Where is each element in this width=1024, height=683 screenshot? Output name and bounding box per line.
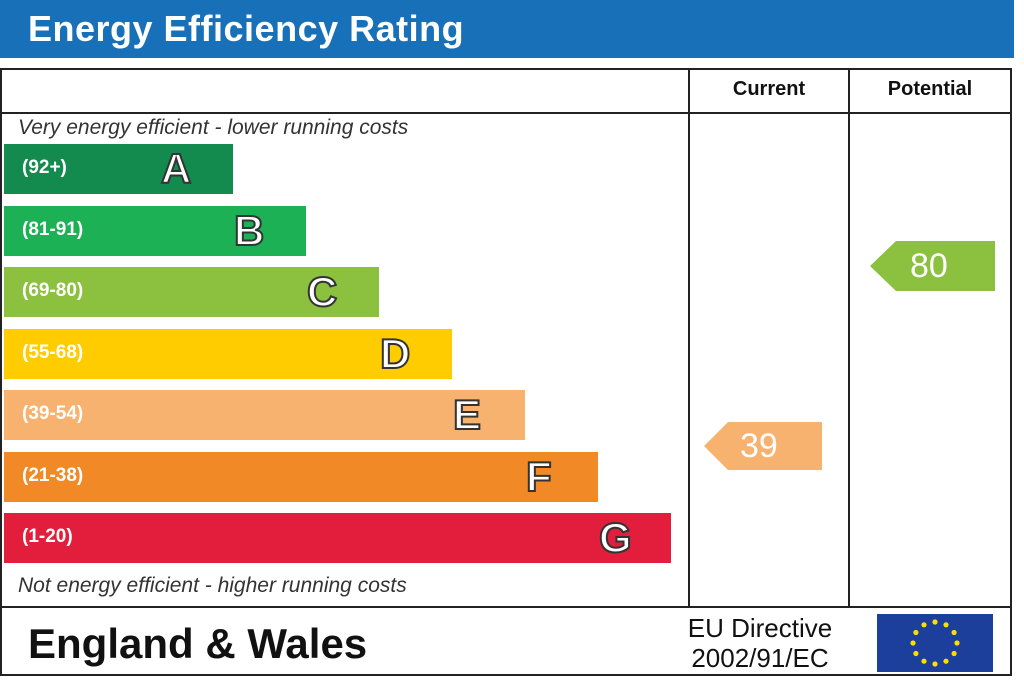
band-range-label: (39-54) xyxy=(22,403,84,424)
band-a: (92+) A xyxy=(4,144,233,194)
band-c: (69-80) C xyxy=(4,267,379,317)
title-bar: Energy Efficiency Rating xyxy=(0,0,1014,58)
band-letter: D xyxy=(379,329,411,378)
band-letter: C xyxy=(306,267,338,316)
column-current: Current xyxy=(732,78,806,100)
band-b: (81-91) B xyxy=(4,205,306,256)
band-d: (55-68) D xyxy=(4,328,452,379)
current-arrow-shape xyxy=(704,422,822,470)
eu-flag-icon xyxy=(877,614,993,672)
eu-star xyxy=(921,658,927,664)
eu-star xyxy=(943,658,949,664)
eu-directive: EU Directive 2002/91/EC xyxy=(660,613,860,673)
bottom-note: Not energy efficient - higher running co… xyxy=(18,574,407,597)
potential-rating-arrow: 80 xyxy=(870,241,995,291)
divider-right xyxy=(848,68,850,608)
eu-flag-stars xyxy=(910,619,960,667)
band-range-label: (1-20) xyxy=(22,526,73,547)
top-note: Very energy efficient - lower running co… xyxy=(18,116,409,139)
rating-table xyxy=(0,68,1012,676)
current-rating-value: 39 xyxy=(740,427,778,465)
directive-line-2: 2002/91/EC xyxy=(691,643,829,673)
header-rule xyxy=(0,112,1012,114)
footer-rule xyxy=(0,606,1012,608)
current-arrow-polygon xyxy=(704,422,822,470)
eu-star xyxy=(943,622,949,628)
potential-arrow-shape xyxy=(870,241,995,291)
band-letter: E xyxy=(452,390,482,439)
band-letter: A xyxy=(160,144,192,193)
eu-star xyxy=(910,640,916,646)
band-range-label: (21-38) xyxy=(22,464,84,486)
column-potential: Potential xyxy=(887,78,973,100)
eu-star xyxy=(951,629,957,636)
band-f: (21-38) F xyxy=(4,451,598,502)
band-letter: F xyxy=(525,452,553,501)
eu-star xyxy=(951,650,957,657)
potential-rating-value: 80 xyxy=(910,247,948,285)
band-range-label: (55-68) xyxy=(22,341,84,363)
eu-star xyxy=(954,640,960,646)
band-range-label: (92+) xyxy=(22,157,67,178)
chart-title: Energy Efficiency Rating xyxy=(28,8,465,49)
current-rating-arrow: 39 xyxy=(704,422,822,470)
region-label: England & Wales xyxy=(28,620,368,667)
band-g: (1-20) G xyxy=(4,513,671,563)
eu-star xyxy=(932,619,938,625)
band-e: (39-54) E xyxy=(4,390,525,440)
divider-left xyxy=(688,68,690,608)
band-letter: G xyxy=(598,513,633,562)
eu-star xyxy=(932,661,938,667)
eu-star xyxy=(921,622,927,628)
band-range-label: (81-91) xyxy=(22,218,84,240)
potential-arrow-polygon xyxy=(870,241,995,291)
band-letter: B xyxy=(233,206,265,255)
band-range-label: (69-80) xyxy=(22,280,84,301)
eu-star xyxy=(913,650,919,657)
eu-star xyxy=(913,629,919,636)
directive-line-1: EU Directive xyxy=(687,613,833,643)
